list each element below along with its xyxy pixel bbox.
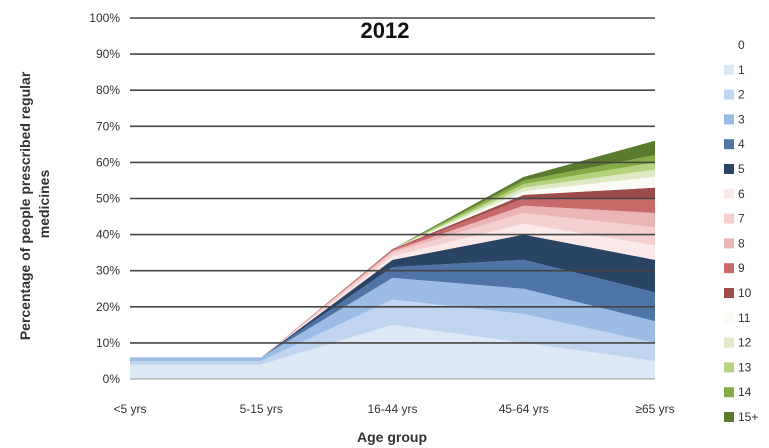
legend-label: 4 (738, 137, 745, 151)
y-tick-label: 60% (96, 155, 120, 169)
x-tick-label: ≥65 yrs (635, 402, 674, 416)
y-axis-title-line-2: medicines (36, 170, 52, 239)
y-tick-label: 90% (96, 47, 120, 61)
y-tick-labels: 0% 10% 20% 30% 40% 50% 60% 70% 80% 90% 100% (89, 11, 120, 386)
legend-swatch (724, 89, 734, 100)
legend-label: 10 (738, 286, 752, 300)
y-tick-label: 70% (96, 119, 120, 133)
x-axis-title: Age group (357, 429, 427, 445)
legend-label: 7 (738, 212, 745, 226)
legend-label: 0 (738, 38, 745, 52)
area-series-3 (130, 277, 655, 361)
legend-swatch (724, 64, 734, 75)
legend-label: 3 (738, 112, 745, 126)
legend-swatch (724, 312, 734, 323)
y-tick-label: 40% (96, 228, 120, 242)
y-tick-label: 0% (103, 372, 121, 386)
x-tick-label: 45-64 yrs (499, 402, 549, 416)
y-tick-label: 30% (96, 264, 120, 278)
area-series-1 (130, 324, 655, 379)
legend-label: 12 (738, 336, 752, 350)
x-tick-label: 16-44 yrs (367, 402, 417, 416)
x-tick-labels: <5 yrs 5-15 yrs 16-44 yrs 45-64 yrs ≥65 yrs (113, 402, 674, 416)
y-axis-title: Percentage of people prescribed regular … (17, 68, 52, 340)
legend-swatch (724, 114, 734, 125)
legend-label: 15+ (738, 410, 758, 424)
legend-swatch (724, 263, 734, 274)
legend-swatch (724, 139, 734, 150)
legend-label: 8 (738, 236, 745, 250)
legend-label: 11 (738, 311, 751, 325)
y-axis-title-line-1: Percentage of people prescribed regular (17, 71, 33, 340)
legend-swatch (724, 387, 734, 398)
y-tick-label: 50% (96, 192, 120, 206)
area-series-8 (130, 205, 655, 358)
y-tick-label: 10% (96, 336, 120, 350)
gridlines (130, 17, 655, 344)
area-series-4 (130, 259, 655, 358)
legend-swatch (724, 288, 734, 298)
legend-swatch (724, 238, 734, 249)
legend-swatch (724, 40, 734, 50)
legend-swatch (724, 362, 734, 373)
legend-label: 2 (738, 88, 745, 102)
legend-label: 13 (738, 360, 752, 374)
legend-label: 1 (738, 63, 745, 77)
y-tick-label: 80% (96, 83, 120, 97)
legend-label: 5 (738, 162, 745, 176)
legend-swatch (724, 188, 734, 199)
y-tick-label: 100% (89, 11, 120, 25)
legend-label: 9 (738, 261, 745, 275)
x-tick-label: <5 yrs (113, 402, 146, 416)
legend-label: 14 (738, 385, 752, 399)
legend-swatch (724, 164, 734, 174)
x-tick-label: 5-15 yrs (240, 402, 283, 416)
legend-swatch (724, 412, 734, 422)
legend-swatch (724, 213, 734, 224)
y-tick-label: 20% (96, 300, 120, 314)
area-series-6 (130, 223, 655, 358)
area-series-2 (130, 299, 655, 365)
chart-title: 2012 (361, 18, 410, 43)
legend-swatch (724, 337, 734, 348)
area-series-7 (130, 212, 655, 358)
legend-label: 6 (738, 187, 745, 201)
